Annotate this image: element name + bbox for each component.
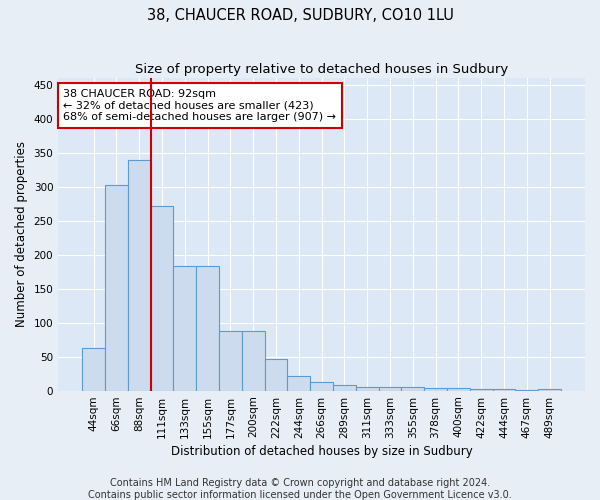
Bar [538, 388, 561, 390]
Bar [424, 388, 447, 390]
Y-axis label: Number of detached properties: Number of detached properties [15, 142, 28, 328]
Bar [401, 387, 424, 390]
Title: Size of property relative to detached houses in Sudbury: Size of property relative to detached ho… [135, 62, 508, 76]
Bar [356, 387, 379, 390]
Text: Contains HM Land Registry data © Crown copyright and database right 2024.
Contai: Contains HM Land Registry data © Crown c… [88, 478, 512, 500]
Text: 38, CHAUCER ROAD, SUDBURY, CO10 1LU: 38, CHAUCER ROAD, SUDBURY, CO10 1LU [146, 8, 454, 22]
X-axis label: Distribution of detached houses by size in Sudbury: Distribution of detached houses by size … [171, 444, 472, 458]
Bar [82, 348, 105, 391]
Bar [219, 331, 242, 390]
Bar [287, 376, 310, 390]
Bar [470, 389, 493, 390]
Bar [333, 385, 356, 390]
Bar [447, 388, 470, 390]
Bar [310, 382, 333, 390]
Bar [151, 206, 173, 390]
Bar [173, 266, 196, 390]
Bar [242, 331, 265, 390]
Bar [493, 389, 515, 390]
Bar [105, 186, 128, 390]
Bar [265, 360, 287, 390]
Bar [379, 387, 401, 390]
Bar [128, 160, 151, 390]
Text: 38 CHAUCER ROAD: 92sqm
← 32% of detached houses are smaller (423)
68% of semi-de: 38 CHAUCER ROAD: 92sqm ← 32% of detached… [64, 89, 337, 122]
Bar [196, 266, 219, 390]
